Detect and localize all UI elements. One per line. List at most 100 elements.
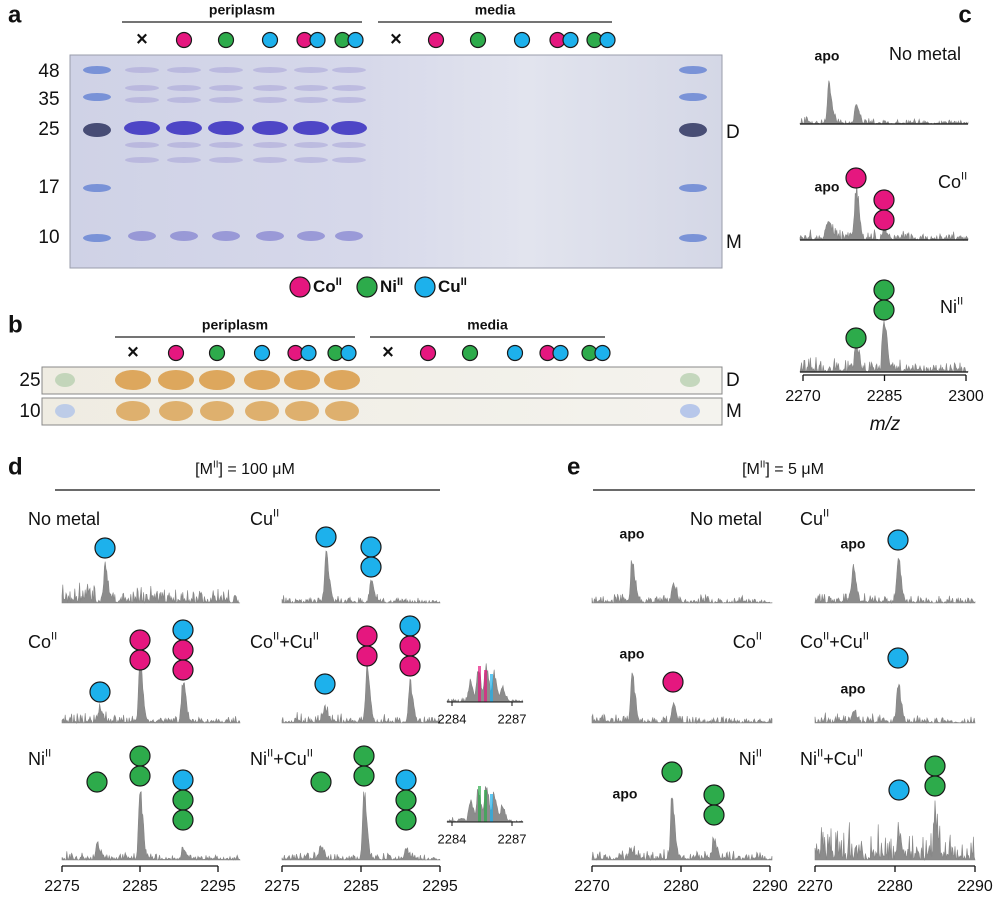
condition-label: [MII] = 5 μM: [742, 459, 824, 478]
x-axis-label: m/z: [870, 414, 901, 435]
band-d: [208, 121, 244, 135]
band-m: [335, 231, 363, 241]
spectrum: [814, 683, 976, 725]
faint-band: [294, 157, 328, 163]
metal-circle: [661, 761, 683, 783]
group-label: media: [467, 317, 508, 333]
spectrum: [799, 320, 969, 373]
metal-circle: [172, 639, 194, 661]
text-part: +Cu: [823, 749, 857, 769]
ladder-label: 48: [38, 61, 59, 82]
metal-circle: [399, 615, 421, 637]
panel-label: d: [8, 453, 23, 480]
spectrum-title: CoII+CuII: [800, 631, 869, 652]
panel-label: c: [958, 1, 971, 28]
superscript: II: [313, 631, 319, 643]
spectrum-title: No metal: [690, 509, 762, 529]
text-part: Cu: [438, 277, 461, 296]
superscript: II: [45, 748, 51, 760]
ladder-band: [55, 373, 75, 387]
band-label: M: [726, 401, 742, 422]
metal-circle: [356, 276, 378, 298]
text-part: ] = 100 μM: [218, 461, 294, 478]
superscript: II: [957, 296, 963, 308]
text-part: Co: [800, 632, 823, 652]
metal-circle: [129, 649, 151, 671]
band-m: [116, 401, 150, 421]
metal-circle: [94, 537, 116, 559]
group-label: periplasm: [209, 2, 275, 18]
legend-label: NiII: [380, 276, 403, 297]
text-part: Co: [28, 632, 51, 652]
metal-circle: [340, 344, 357, 362]
ladder-band: [679, 66, 707, 74]
band-d: [293, 121, 329, 135]
metal-circle: [427, 31, 445, 49]
band-d: [244, 370, 280, 390]
text-part: Co: [938, 172, 961, 192]
metal-circle: [356, 625, 378, 647]
ladder-band: [83, 234, 111, 242]
faint-band: [167, 142, 201, 148]
ladder-label: 25: [19, 370, 40, 391]
metal-circle: [599, 31, 616, 49]
faint-band: [332, 142, 366, 148]
faint-band: [167, 157, 201, 163]
superscript: II: [823, 631, 829, 643]
apo-label: apo: [620, 646, 645, 662]
ladder-band: [679, 123, 707, 137]
faint-band: [332, 85, 366, 91]
faint-band: [294, 85, 328, 91]
metal-circle: [703, 784, 725, 806]
metal-circle: [217, 31, 235, 49]
metal-circle: [310, 771, 332, 793]
metal-circle: [167, 344, 185, 362]
metal-circle: [315, 526, 337, 548]
gel-b-lower: [41, 397, 723, 426]
metal-circle: [89, 681, 111, 703]
spectrum-title: NiII: [940, 296, 963, 317]
text-part: Ni: [940, 297, 957, 317]
band-d: [115, 370, 151, 390]
superscript: II: [267, 748, 273, 760]
metal-circle: [924, 775, 946, 797]
metal-circle: [873, 299, 895, 321]
panel-label: e: [567, 453, 580, 480]
metal-circle: [208, 344, 226, 362]
text-part: ] = 5 μM: [765, 461, 824, 478]
no-metal-marker: ×: [390, 28, 402, 50]
text-part: [M: [742, 461, 760, 478]
superscript: II: [461, 276, 467, 288]
superscript: II: [213, 459, 219, 470]
ladder-label: 10: [38, 227, 59, 248]
text-part: +Cu: [829, 632, 863, 652]
faint-band: [167, 85, 201, 91]
text-part: No metal: [28, 509, 100, 529]
band-d: [284, 370, 320, 390]
spectrum-title: NiII: [28, 748, 51, 769]
x-tick-label: 2270: [797, 878, 833, 895]
band-m: [128, 231, 156, 241]
faint-band: [253, 97, 287, 103]
metal-circle: [399, 635, 421, 657]
metal-circle: [552, 344, 569, 362]
spectrum: [814, 557, 976, 605]
group-label: periplasm: [202, 317, 268, 333]
metal-circle: [261, 31, 279, 49]
metal-circle: [506, 344, 524, 362]
band-m: [297, 231, 325, 241]
band-m: [256, 231, 284, 241]
spectrum: [799, 80, 969, 126]
ladder-label: 17: [38, 177, 59, 198]
metal-circle: [395, 789, 417, 811]
band-m: [159, 401, 193, 421]
faint-band: [167, 97, 201, 103]
inset-bar: [490, 674, 493, 702]
x-tick-label: 2270: [574, 878, 610, 895]
superscript: II: [823, 508, 829, 520]
band-m: [170, 231, 198, 241]
band-m: [285, 401, 319, 421]
band-d: [124, 121, 160, 135]
faint-band: [253, 142, 287, 148]
